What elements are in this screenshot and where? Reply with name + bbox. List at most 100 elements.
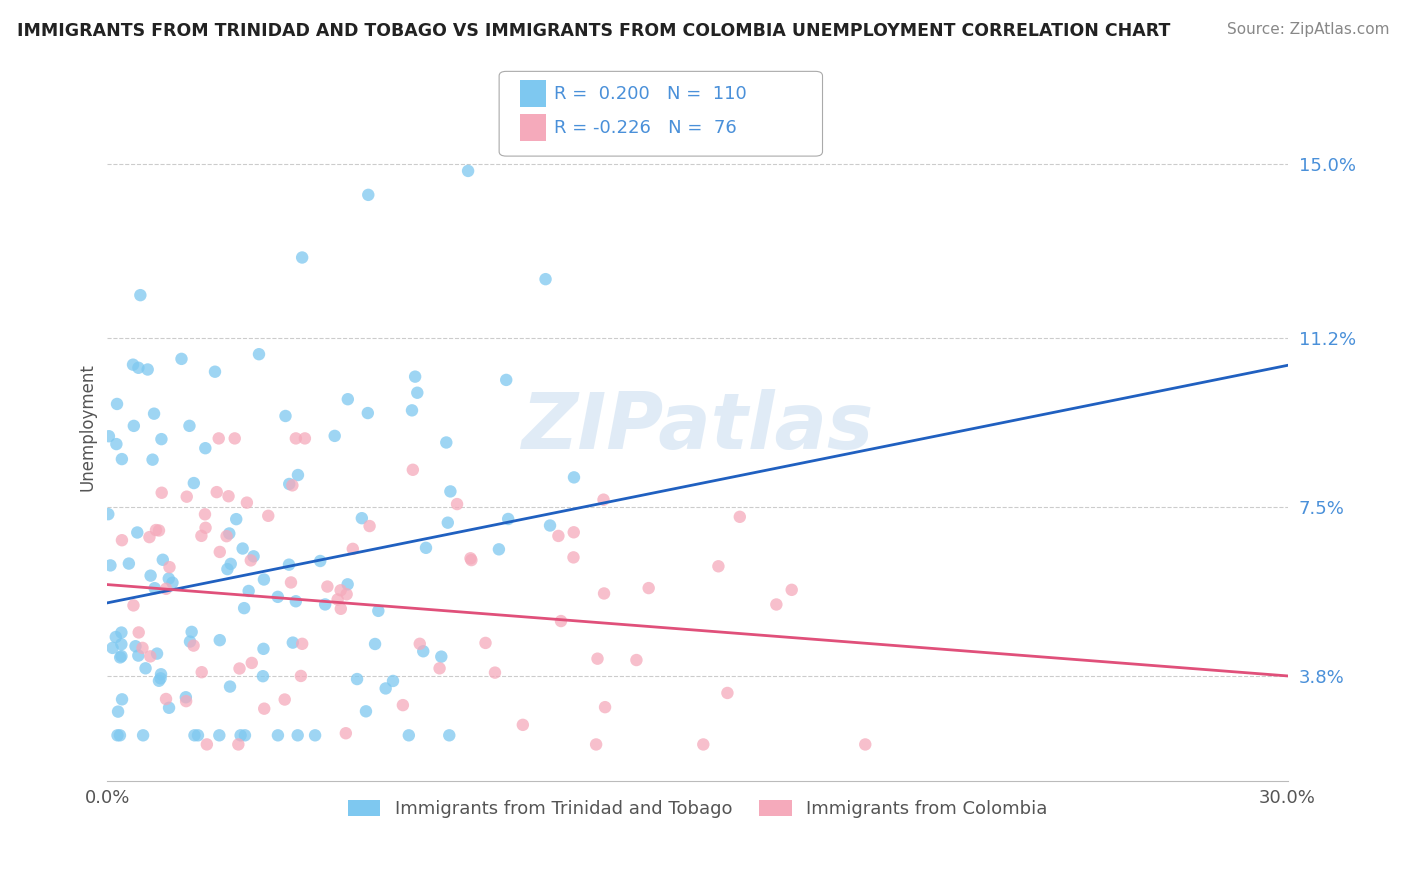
Point [281,635,304,649]
Point [195,738,218,752]
Point [253,573,276,587]
Point [350,511,373,525]
Point [460,553,482,567]
Point [142,452,165,467]
Point [342,541,364,556]
Point [208,545,231,559]
Point [194,441,217,455]
Point [208,633,231,648]
Point [329,583,352,598]
Point [357,406,380,420]
Point [326,592,349,607]
Point [294,431,316,445]
Point [291,637,314,651]
Point [108,650,131,665]
Y-axis label: Unemployment: Unemployment [79,363,96,491]
Point [716,686,738,700]
Point [562,470,585,484]
Point [267,590,290,604]
Point [162,575,184,590]
Point [217,562,239,576]
Point [107,705,129,719]
Point [402,463,425,477]
Point [374,681,396,696]
Point [439,728,461,742]
Point [267,728,290,742]
Point [138,530,160,544]
Point [512,718,534,732]
Point [104,630,127,644]
Point [257,508,280,523]
Point [118,557,141,571]
Point [238,584,260,599]
Point [139,568,162,582]
Point [225,512,247,526]
Point [179,418,201,433]
Point [150,667,173,681]
Point [111,452,134,467]
Point [357,187,380,202]
Point [174,690,197,705]
Point [290,669,312,683]
Point [183,639,205,653]
Point [155,582,177,596]
Point [359,519,381,533]
Point [229,728,252,742]
Point [139,649,162,664]
Point [474,636,496,650]
Point [157,700,180,714]
Point [585,738,607,752]
Point [152,553,174,567]
Point [128,625,150,640]
Point [122,358,145,372]
Point [401,403,423,417]
Point [124,639,146,653]
Point [335,726,357,740]
Point [233,728,256,742]
Point [101,640,124,655]
Point [278,558,301,572]
Point [145,523,167,537]
Point [205,485,228,500]
Point [228,661,250,675]
Point [208,431,231,445]
Point [484,665,506,680]
Point [148,524,170,538]
Point [592,492,614,507]
Point [562,525,585,540]
Point [224,431,246,445]
Point [187,728,209,742]
Point [626,653,648,667]
Point [131,640,153,655]
Point [149,671,172,685]
Point [460,551,482,566]
Point [110,625,132,640]
Point [219,557,242,571]
Point [122,418,145,433]
Point [488,542,510,557]
Point [284,594,307,608]
Point [155,692,177,706]
Point [150,485,173,500]
Point [218,526,240,541]
Point [364,637,387,651]
Point [110,649,132,664]
Point [252,669,274,683]
Point [228,738,250,752]
Point [692,738,714,752]
Point [233,601,256,615]
Point [323,429,346,443]
Point [547,529,569,543]
Text: R = -0.226   N =  76: R = -0.226 N = 76 [554,119,737,136]
Point [170,351,193,366]
Point [97,507,120,521]
Point [593,586,616,600]
Point [143,407,166,421]
Point [150,432,173,446]
Point [429,661,451,675]
Point [204,365,226,379]
Point [534,272,557,286]
Point [105,397,128,411]
Point [707,559,730,574]
Point [336,392,359,407]
